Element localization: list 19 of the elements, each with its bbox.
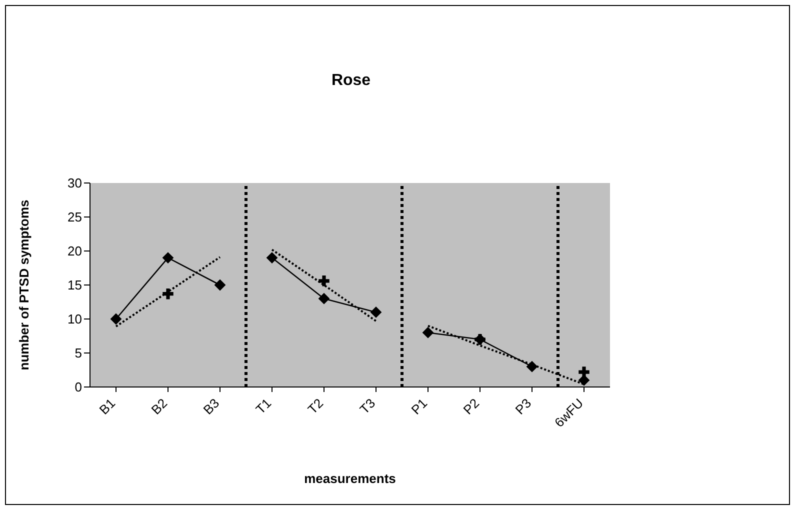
x-tick-label: T1	[252, 396, 274, 417]
x-tick-label: B1	[96, 396, 118, 418]
x-tick-label: B3	[200, 396, 222, 418]
x-tick-label: P3	[512, 396, 534, 418]
y-tick-label: 0	[74, 380, 82, 395]
x-axis-title: measurements	[304, 471, 396, 486]
x-tick-label: T3	[356, 396, 378, 417]
y-tick-label: 20	[68, 244, 82, 259]
x-tick-label: P2	[460, 396, 482, 418]
x-tick-label: T2	[304, 396, 326, 417]
y-axis-title: number of PTSD symptoms	[16, 200, 32, 370]
x-tick-label: B2	[148, 396, 170, 418]
y-tick-label: 25	[68, 210, 82, 225]
x-tick-label: P1	[408, 396, 430, 418]
y-tick-label: 30	[68, 176, 82, 191]
y-tick-label: 10	[68, 312, 82, 327]
chart-title: Rose	[330, 72, 372, 90]
y-tick-label: 5	[74, 346, 82, 361]
y-tick-label: 15	[68, 278, 82, 293]
